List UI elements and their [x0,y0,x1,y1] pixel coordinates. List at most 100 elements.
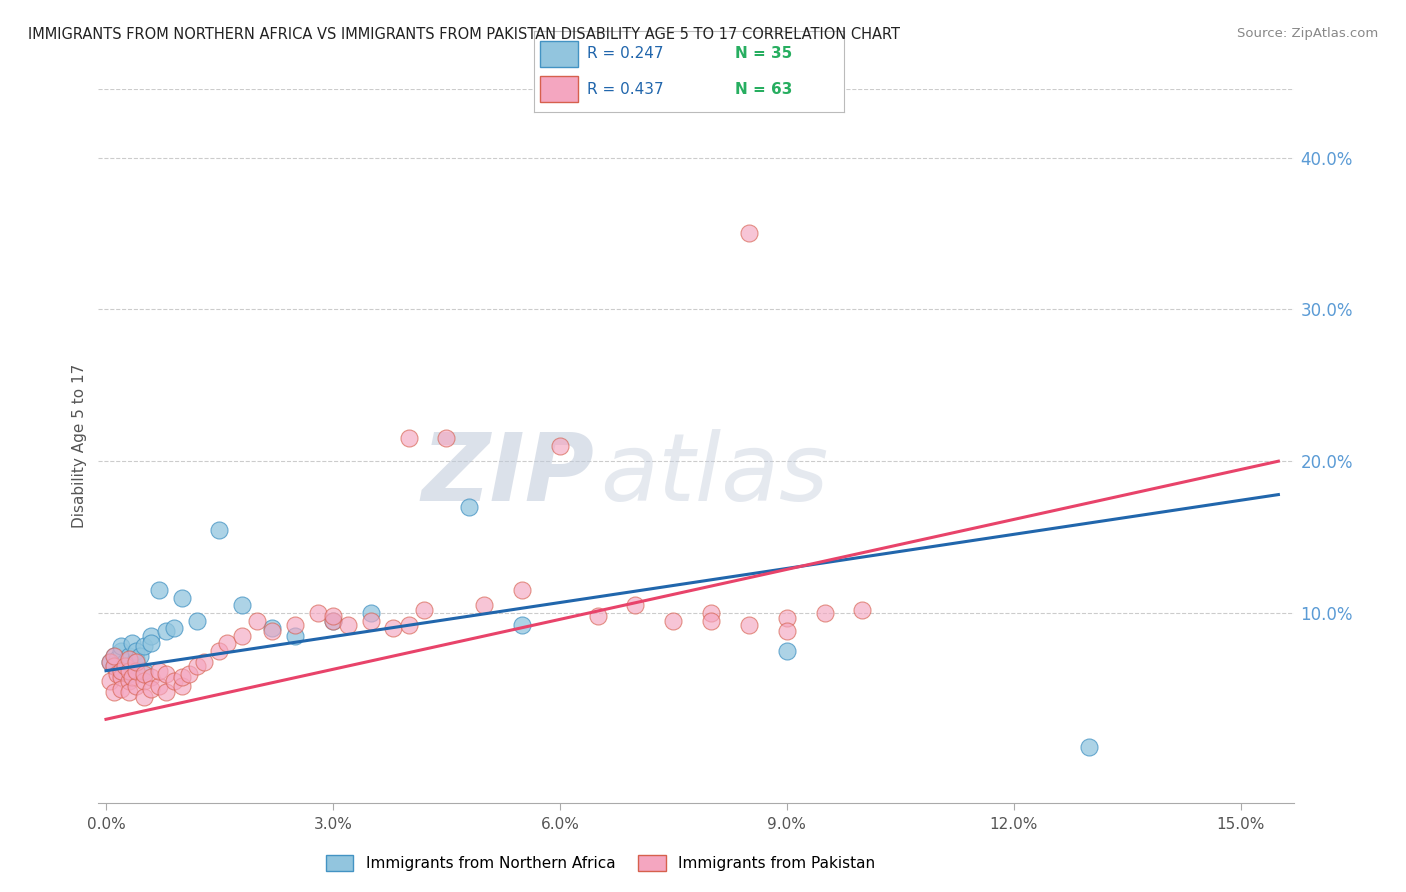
Point [118,651,141,665]
Point [586,609,609,624]
Point [132,674,155,689]
Point [132,664,155,678]
Point [382,621,405,635]
Point [141,681,163,696]
Point [114,655,136,669]
Point [813,606,835,620]
Point [208,523,231,537]
Point [98,655,121,669]
Point [98,674,121,689]
Point [231,629,253,643]
Point [360,606,382,620]
Point [163,674,186,689]
Point [458,500,481,514]
Point [262,624,284,639]
Legend: Immigrants from Northern Africa, Immigrants from Pakistan: Immigrants from Northern Africa, Immigra… [319,849,882,877]
Point [110,644,132,658]
Text: R = 0.437: R = 0.437 [586,81,664,96]
Point [121,636,143,650]
Point [132,690,155,704]
Point [110,664,132,678]
Point [662,614,685,628]
Point [186,614,208,628]
Point [155,685,177,699]
Point [284,618,307,632]
Point [105,666,128,681]
Point [510,583,533,598]
FancyBboxPatch shape [540,76,578,102]
Text: N = 35: N = 35 [735,46,793,62]
Point [186,659,208,673]
Point [105,651,128,665]
Point [738,227,761,241]
Point [700,606,723,620]
Point [776,610,799,624]
Point [103,659,125,673]
Point [360,614,382,628]
Point [179,666,201,681]
Point [132,666,155,681]
Point [412,603,434,617]
Point [103,648,125,663]
Point [125,651,148,665]
Point [284,629,307,643]
Point [322,614,344,628]
Text: ZIP: ZIP [422,428,595,521]
Point [129,648,152,663]
Point [262,621,284,635]
Text: atlas: atlas [600,429,828,520]
Point [170,670,193,684]
Point [337,618,360,632]
Point [434,431,457,445]
Point [307,606,329,620]
Point [1078,739,1101,754]
Point [776,644,799,658]
Point [110,640,132,654]
Point [510,618,533,632]
Point [118,664,141,678]
Point [110,670,132,684]
Point [103,685,125,699]
Point [121,670,143,684]
Point [208,644,231,658]
Point [170,679,193,693]
Point [114,659,136,673]
Point [141,629,163,643]
Point [193,655,215,669]
Point [322,614,344,628]
Point [125,655,148,669]
Point [215,636,238,650]
Point [155,666,177,681]
Point [118,666,141,681]
Point [125,679,148,693]
Point [398,618,420,632]
Point [125,655,148,669]
Point [163,621,186,635]
Point [132,640,155,654]
Point [141,636,163,650]
Y-axis label: Disability Age 5 to 17: Disability Age 5 to 17 [72,364,87,528]
Point [548,439,571,453]
Point [155,624,177,639]
Point [738,618,761,632]
Point [472,599,495,613]
Point [110,664,132,678]
Point [231,599,253,613]
Point [103,659,125,673]
Text: IMMIGRANTS FROM NORTHERN AFRICA VS IMMIGRANTS FROM PAKISTAN DISABILITY AGE 5 TO : IMMIGRANTS FROM NORTHERN AFRICA VS IMMIG… [28,27,900,42]
Point [125,664,148,678]
Point [118,648,141,663]
Point [103,648,125,663]
Point [110,681,132,696]
Point [398,431,420,445]
Point [98,655,121,669]
Point [776,624,799,639]
Point [322,609,344,624]
Point [148,664,170,678]
FancyBboxPatch shape [540,41,578,67]
Point [246,614,269,628]
Point [148,583,170,598]
Text: N = 63: N = 63 [735,81,793,96]
Text: Source: ZipAtlas.com: Source: ZipAtlas.com [1237,27,1378,40]
Point [125,644,148,658]
